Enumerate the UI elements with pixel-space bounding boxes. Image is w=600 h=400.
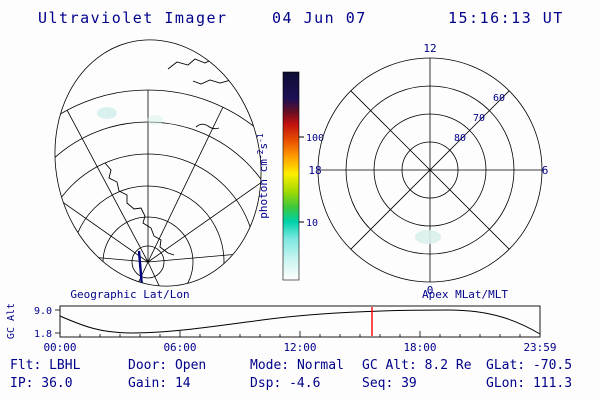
status-dsp: Dsp: -4.6: [250, 376, 321, 391]
aurora-streak: [137, 250, 144, 288]
ylabel: GC Alt: [6, 303, 17, 339]
ytick-bottom: 1.8: [34, 329, 52, 340]
header-date: 04 Jun 07: [272, 9, 367, 27]
xtick-0000: 00:00: [43, 341, 76, 354]
apex-caption: Apex MLat/MLT: [421, 288, 509, 301]
geographic-panel: [50, 39, 265, 300]
mlt-spokes: [318, 58, 542, 282]
status-mode: Mode: Normal: [250, 358, 344, 373]
emission-patch: [147, 115, 163, 125]
axis-ticks: [55, 309, 521, 337]
emission-patch: [415, 230, 441, 244]
colorbar: 100 10 photon cm-2s-1: [256, 71, 324, 281]
mlat-label-80: 80: [454, 133, 466, 144]
colorbar-unit-label: photon cm-2s-1: [256, 133, 270, 219]
status-glon: GLon: 111.3: [486, 376, 573, 391]
xtick-0600: 06:00: [163, 341, 196, 354]
mlat-label-60: 60: [493, 93, 505, 104]
coastline: [104, 58, 258, 256]
status-door: Door: Open: [128, 358, 207, 373]
meridian-lines: [50, 90, 265, 300]
colorbar-gradient: [282, 71, 300, 281]
status-seq: Seq: 39: [362, 376, 417, 391]
app-title: Ultraviolet Imager: [38, 9, 228, 27]
altitude-curve: [59, 309, 541, 335]
status-ip: IP: 36.0: [10, 376, 73, 391]
mlt-label-0: 0: [427, 284, 434, 297]
status-glat: GLat: -70.5: [486, 358, 573, 373]
header-time: 15:16:13 UT: [448, 9, 564, 27]
strip-chart: 9.0 1.8 GC Alt 00:00 06:00 12:00 18:00 2…: [6, 303, 557, 354]
xtick-1800: 18:00: [403, 341, 436, 354]
colorbar-tick-10: 10: [306, 218, 318, 229]
xtick-1200: 12:00: [283, 341, 316, 354]
status-flt: Flt: LBHL: [10, 358, 81, 373]
polar-panel: 12 18 6 0 60 70 80: [308, 42, 549, 297]
ytick-top: 9.0: [34, 306, 52, 317]
mlat-label-70: 70: [473, 113, 485, 124]
colorbar-tick-100: 100: [306, 133, 324, 144]
emission-patch: [97, 107, 117, 119]
status-gain: Gain: 14: [128, 376, 191, 391]
xtick-2359: 23:59: [523, 341, 556, 354]
mlt-label-6: 6: [542, 164, 549, 177]
status-gcalt: GC Alt: 8.2 Re: [362, 358, 472, 373]
geographic-caption: Geographic Lat/Lon: [70, 288, 190, 301]
mlt-label-12: 12: [423, 42, 436, 55]
mlt-label-18: 18: [308, 164, 321, 177]
fov-limb: [54, 39, 262, 287]
